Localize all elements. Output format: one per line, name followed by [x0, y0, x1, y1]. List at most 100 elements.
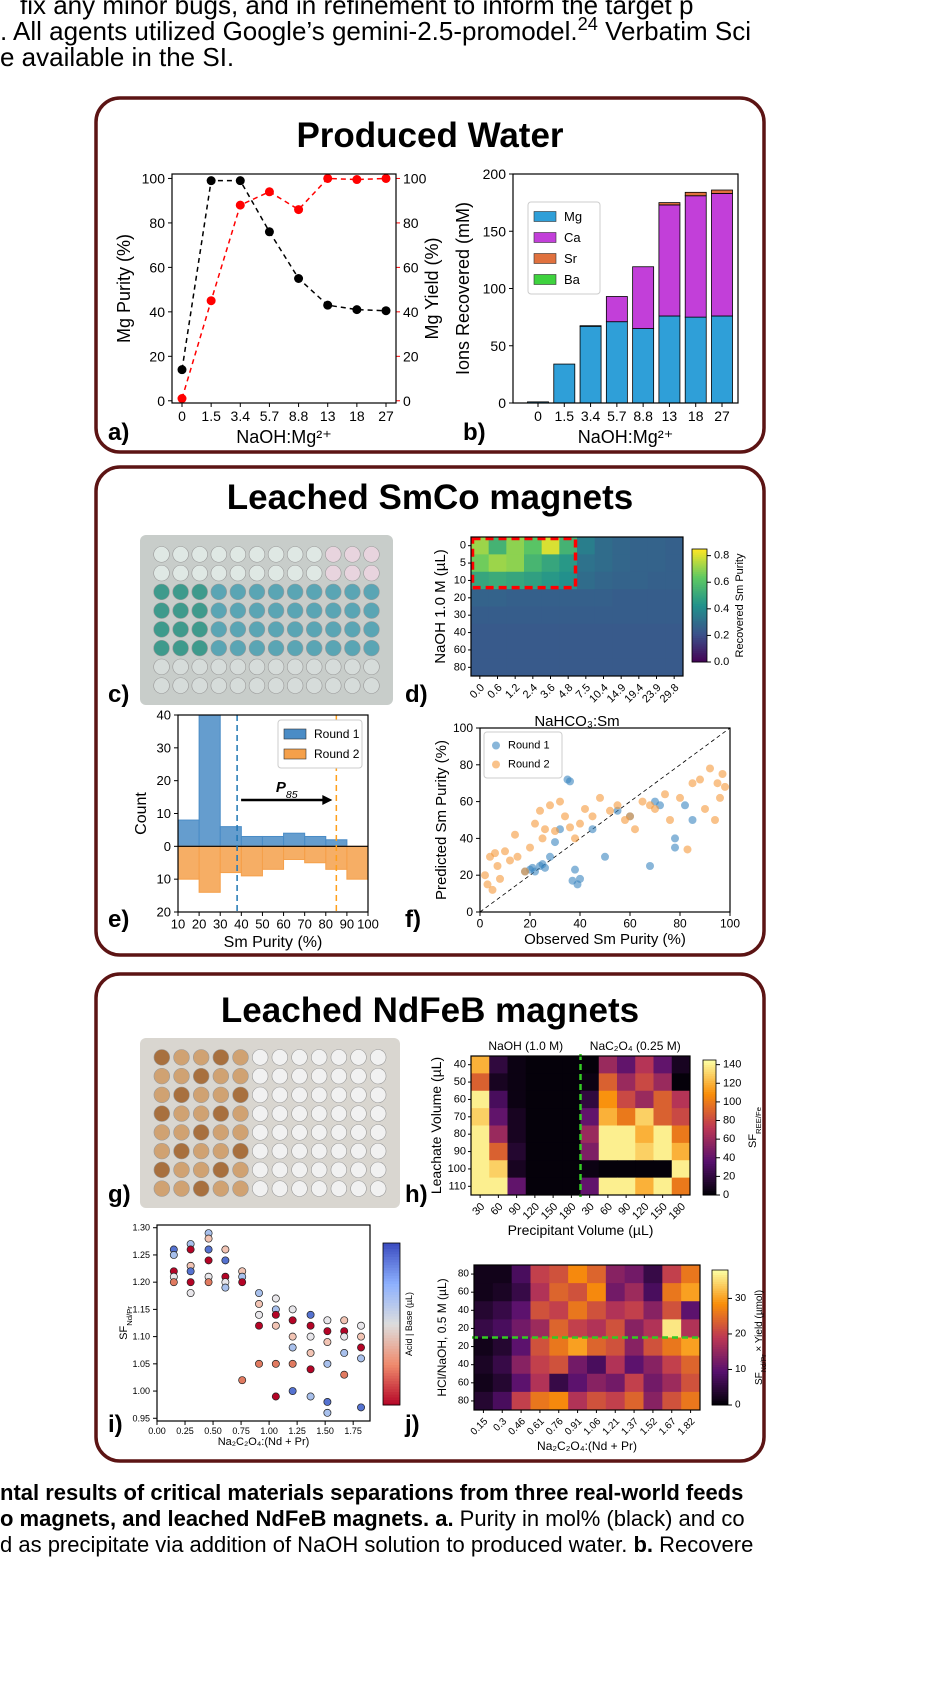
data-point — [646, 862, 654, 870]
data-point — [513, 852, 522, 861]
colorbar-slice — [692, 652, 707, 655]
heatmap-cell — [525, 1160, 545, 1179]
x-tick-label: 1.5 — [201, 408, 221, 424]
heatmap-cell — [492, 1319, 513, 1338]
bar-segment — [711, 193, 733, 317]
photo-well — [325, 658, 342, 676]
heatmap-cell — [630, 658, 649, 677]
heatmap-cell — [541, 606, 560, 625]
heatmap-cell — [612, 641, 631, 660]
y-tick-label: 0 — [723, 1189, 729, 1201]
heatmap-cell — [507, 1142, 527, 1161]
y-tick-label: 40 — [157, 708, 171, 723]
colorbar-slice — [383, 1372, 400, 1376]
heatmap-cell — [612, 537, 631, 555]
heatmap-cell — [562, 1177, 581, 1196]
x-axis-label: NaHCO₃:Sm — [534, 713, 619, 730]
heatmap-cell — [530, 1337, 550, 1357]
y-tick-label: 0.8 — [714, 550, 729, 562]
photo-well — [153, 583, 170, 601]
text-span: 85 — [286, 789, 298, 801]
colorbar-slice — [692, 648, 707, 652]
colorbar-slice — [703, 1127, 716, 1131]
photo-well — [344, 639, 361, 657]
heatmap-cell — [524, 554, 543, 573]
colorbar-slice — [703, 1143, 716, 1146]
legend-swatch — [533, 274, 557, 285]
photo-well — [212, 1142, 230, 1160]
data-point — [221, 1245, 230, 1254]
section-title: Leached SmCo magnets — [227, 478, 634, 517]
photo-well — [212, 1161, 230, 1179]
bar-segment — [658, 315, 681, 404]
y-tick-label: 100 — [142, 170, 166, 186]
heatmap-cell — [587, 1391, 607, 1411]
text-span: fix any minor bugs, and in refinement to… — [20, 0, 693, 20]
heatmap-cell — [489, 1160, 508, 1179]
heatmap-cell — [598, 1177, 618, 1196]
data-point — [713, 779, 722, 788]
data-point — [357, 1321, 365, 1330]
series-line — [181, 179, 387, 370]
colorbar-slice — [692, 637, 707, 640]
colorbar-slice — [383, 1283, 400, 1287]
colorbar-slice — [692, 658, 707, 661]
y-tick-label: 120 — [723, 1077, 741, 1089]
data-point — [323, 1338, 332, 1347]
bar-segment — [658, 202, 681, 206]
colorbar-slice — [383, 1391, 400, 1395]
plot-frame — [156, 1224, 371, 1422]
colorbar-slice — [712, 1357, 728, 1361]
photo-well — [191, 621, 208, 638]
data-point — [306, 1321, 315, 1330]
heatmap-cell — [605, 1319, 626, 1338]
heatmap-cell — [568, 1373, 588, 1393]
plot-frame — [470, 1055, 691, 1196]
data-point — [306, 1365, 315, 1374]
legend-label: Ba — [564, 272, 581, 287]
heatmap-cell — [541, 554, 560, 573]
y-tick-label: 150 — [483, 223, 507, 239]
photo-well — [153, 621, 170, 638]
legend-marker — [492, 741, 500, 750]
photo-well — [344, 583, 361, 601]
colorbar-slice — [703, 1168, 716, 1171]
heatmap-cell — [507, 1073, 527, 1092]
text-span: Purity in mol% (black) and co — [454, 1506, 745, 1531]
data-point — [288, 1332, 297, 1341]
y-tick-label: 1.00 — [132, 1386, 150, 1396]
data-point — [561, 812, 569, 821]
photo-well — [306, 677, 323, 694]
heatmap-cell — [605, 1373, 626, 1393]
heatmap-cell — [635, 1160, 654, 1179]
colorbar-slice — [703, 1084, 716, 1088]
photo-well — [191, 546, 208, 563]
colorbar-label: Acid | Base (µL) — [404, 1292, 414, 1356]
x-tick-label: 18 — [688, 408, 704, 424]
heatmap-cell — [605, 1355, 626, 1375]
histogram-bar — [240, 835, 263, 847]
x-tick-label: 27 — [378, 408, 394, 424]
colorbar-slice — [692, 635, 707, 639]
colorbar-slice — [692, 613, 707, 616]
heatmap-cell — [635, 1142, 654, 1161]
colorbar-slice — [712, 1333, 728, 1336]
colorbar-slice — [712, 1344, 728, 1347]
data-point — [177, 394, 187, 404]
heatmap-cell — [665, 658, 684, 677]
data-point — [546, 801, 554, 810]
photo-well — [363, 677, 380, 694]
heatmap-cell — [643, 1265, 663, 1284]
y-axis-label: NaOH 1.0 M (µL) — [432, 549, 449, 664]
y-tick-label: 90 — [454, 1146, 466, 1158]
data-point — [306, 1392, 315, 1401]
data-point — [323, 1397, 332, 1406]
photo-well — [325, 677, 342, 694]
photo-well — [212, 1049, 230, 1066]
photo-well — [267, 658, 285, 676]
photo-well — [248, 602, 266, 619]
heatmap-cell — [525, 1090, 545, 1109]
photo-well — [310, 1142, 328, 1160]
data-point — [491, 849, 499, 858]
colorbar-slice — [692, 579, 707, 582]
